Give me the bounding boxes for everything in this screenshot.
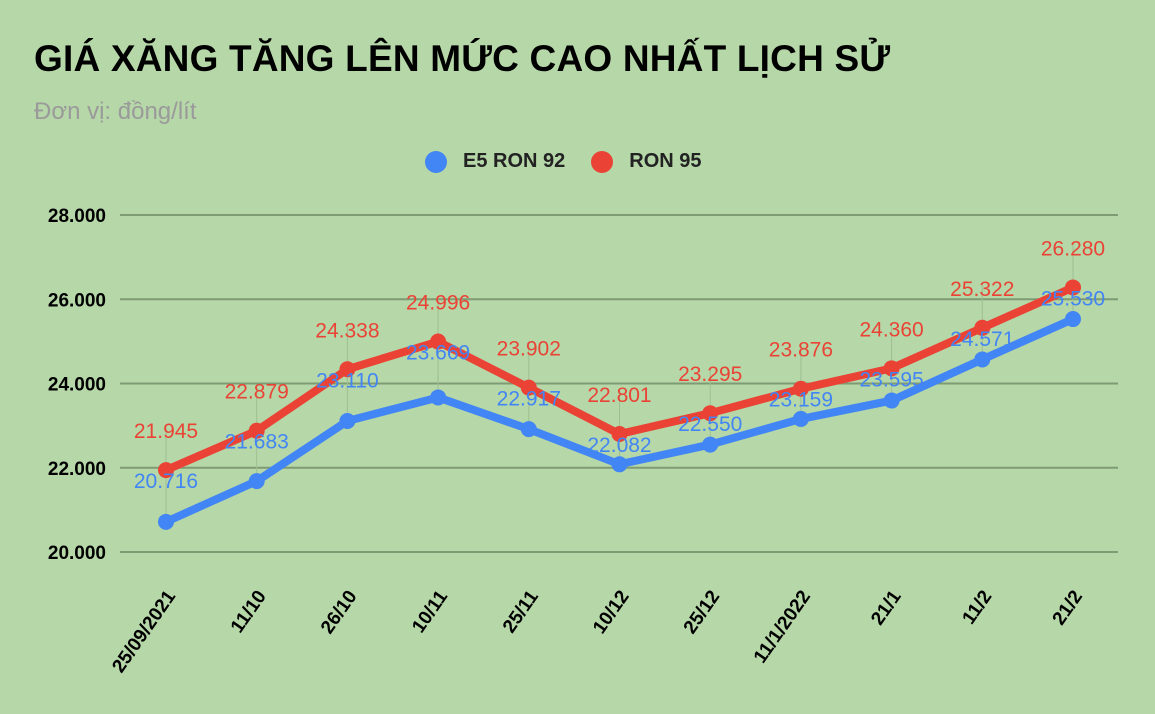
data-label: 23.295 <box>678 363 742 386</box>
data-label: 23.159 <box>769 389 833 412</box>
legend-label: RON 95 <box>629 150 702 172</box>
data-point[interactable] <box>974 319 991 336</box>
data-point[interactable] <box>883 392 900 409</box>
data-label: 23.669 <box>406 342 470 365</box>
data-point[interactable] <box>702 436 719 453</box>
legend-label: E5 RON 92 <box>463 150 566 172</box>
data-label: 25.530 <box>1041 287 1105 310</box>
data-point[interactable] <box>339 412 356 429</box>
data-label: 22.801 <box>587 384 651 407</box>
data-point[interactable] <box>158 513 174 530</box>
data-point[interactable] <box>158 462 174 479</box>
data-point[interactable] <box>792 380 809 397</box>
x-tick-label: 25/11 <box>499 586 543 636</box>
data-point[interactable] <box>883 360 900 377</box>
data-point[interactable] <box>611 456 628 473</box>
x-tick-label: 25/12 <box>680 587 724 638</box>
data-label: 23.876 <box>769 339 833 362</box>
legend-item-e5-ron92[interactable]: E5 RON 92 <box>425 150 565 173</box>
data-label: 23.110 <box>316 369 379 392</box>
x-tick-label: 21/1 <box>867 586 906 629</box>
data-label: 22.550 <box>678 413 742 436</box>
y-tick-label: 20.000 <box>48 543 106 564</box>
data-label: 22.082 <box>587 434 651 457</box>
x-tick-label: 26/10 <box>317 587 361 638</box>
data-point[interactable] <box>430 389 447 406</box>
chart-legend: E5 RON 92 RON 95 <box>425 150 728 173</box>
data-label: 24.571 <box>950 328 1014 351</box>
y-tick-label: 28.000 <box>48 206 106 227</box>
x-tick-label: 10/11 <box>408 586 452 636</box>
data-label: 22.917 <box>497 388 561 411</box>
data-point[interactable] <box>248 473 265 490</box>
data-label: 21.945 <box>134 420 198 443</box>
data-label: 25.322 <box>950 278 1014 301</box>
data-point[interactable] <box>430 333 447 350</box>
data-label: 26.280 <box>1041 237 1105 260</box>
data-point[interactable] <box>520 379 537 396</box>
data-point[interactable] <box>702 405 719 422</box>
data-label: 23.595 <box>859 368 923 391</box>
data-label: 21.683 <box>225 431 289 454</box>
y-tick-label: 26.000 <box>48 290 106 311</box>
y-tick-label: 24.000 <box>48 375 106 396</box>
x-tick-label: 21/2 <box>1049 587 1087 629</box>
data-label: 20.716 <box>134 470 198 493</box>
x-tick-label: 11/2 <box>959 587 997 628</box>
x-tick-label: 10/12 <box>589 587 633 638</box>
data-point[interactable] <box>611 426 628 443</box>
data-point[interactable] <box>1065 279 1081 296</box>
x-tick-label: 25/09/2021 <box>108 586 180 676</box>
data-point[interactable] <box>792 410 809 427</box>
data-label: 24.996 <box>406 292 470 315</box>
data-label: 24.360 <box>859 318 923 341</box>
chart-subtitle: Đơn vị: đồng/lít <box>34 98 197 125</box>
legend-dot-icon <box>591 150 614 173</box>
y-tick-label: 22.000 <box>48 459 106 480</box>
data-label: 22.879 <box>225 381 289 404</box>
data-point[interactable] <box>974 351 991 368</box>
data-point[interactable] <box>339 361 356 378</box>
data-label: 24.338 <box>315 319 379 342</box>
x-tick-label: 11/1/2022 <box>750 587 815 667</box>
data-point[interactable] <box>248 422 265 439</box>
data-point[interactable] <box>1065 311 1081 328</box>
chart-title: GIÁ XĂNG TĂNG LÊN MỨC CAO NHẤT LỊCH SỬ <box>34 38 891 79</box>
data-label: 23.902 <box>497 338 561 361</box>
legend-dot-icon <box>425 150 447 173</box>
legend-item-ron95[interactable]: RON 95 <box>591 150 702 173</box>
x-tick-label: 11/10 <box>227 587 271 637</box>
data-point[interactable] <box>520 421 537 438</box>
